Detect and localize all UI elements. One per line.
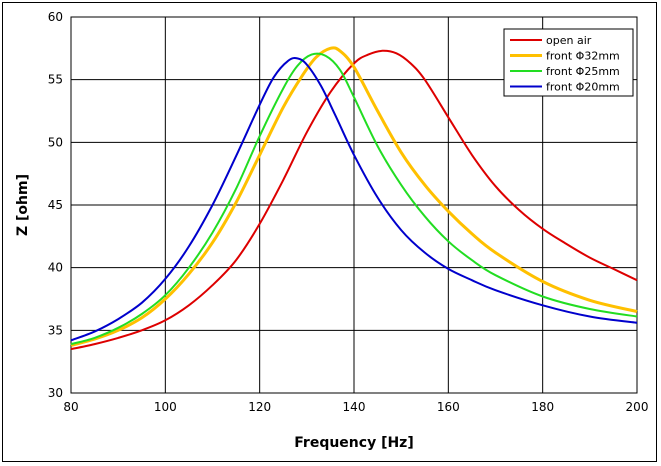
- legend: open air front Φ32mm front Φ25mm front Φ20m…: [503, 28, 634, 97]
- series-line-3: [70, 52, 638, 346]
- y-tick-label: 60: [48, 10, 63, 24]
- legend-label-2: front Φ32mm: [546, 50, 620, 63]
- x-tick-label: 180: [531, 400, 554, 414]
- y-tick-label: 30: [48, 386, 63, 400]
- x-tick-label: 160: [437, 400, 460, 414]
- series: [70, 46, 638, 351]
- tick-labels: 80 100 120 140 160 180 200 30 35 40 45 50 55 60: [48, 10, 649, 414]
- y-tick-label: 45: [48, 198, 63, 212]
- series-line-1: [70, 49, 638, 351]
- x-tick-label: 140: [343, 400, 366, 414]
- legend-label-4: front Φ20mm: [546, 81, 620, 94]
- x-tick-label: 200: [626, 400, 649, 414]
- x-tick-label: 120: [248, 400, 271, 414]
- x-tick-label: 80: [63, 400, 78, 414]
- plot-area: [70, 16, 638, 394]
- legend-label-3: front Φ25mm: [546, 65, 620, 78]
- legend-label-1: open air: [546, 34, 592, 47]
- y-tick-label: 35: [48, 323, 63, 337]
- series-line-2: [70, 46, 638, 347]
- x-tick-label: 100: [154, 400, 177, 414]
- series-line-4: [70, 57, 638, 342]
- x-axis-title: Frequency [Hz]: [294, 435, 413, 451]
- y-axis-title: Z [ohm]: [15, 174, 31, 236]
- y-tick-label: 40: [48, 261, 63, 275]
- grid: [71, 17, 637, 393]
- y-tick-label: 55: [48, 73, 63, 87]
- y-tick-label: 50: [48, 135, 63, 149]
